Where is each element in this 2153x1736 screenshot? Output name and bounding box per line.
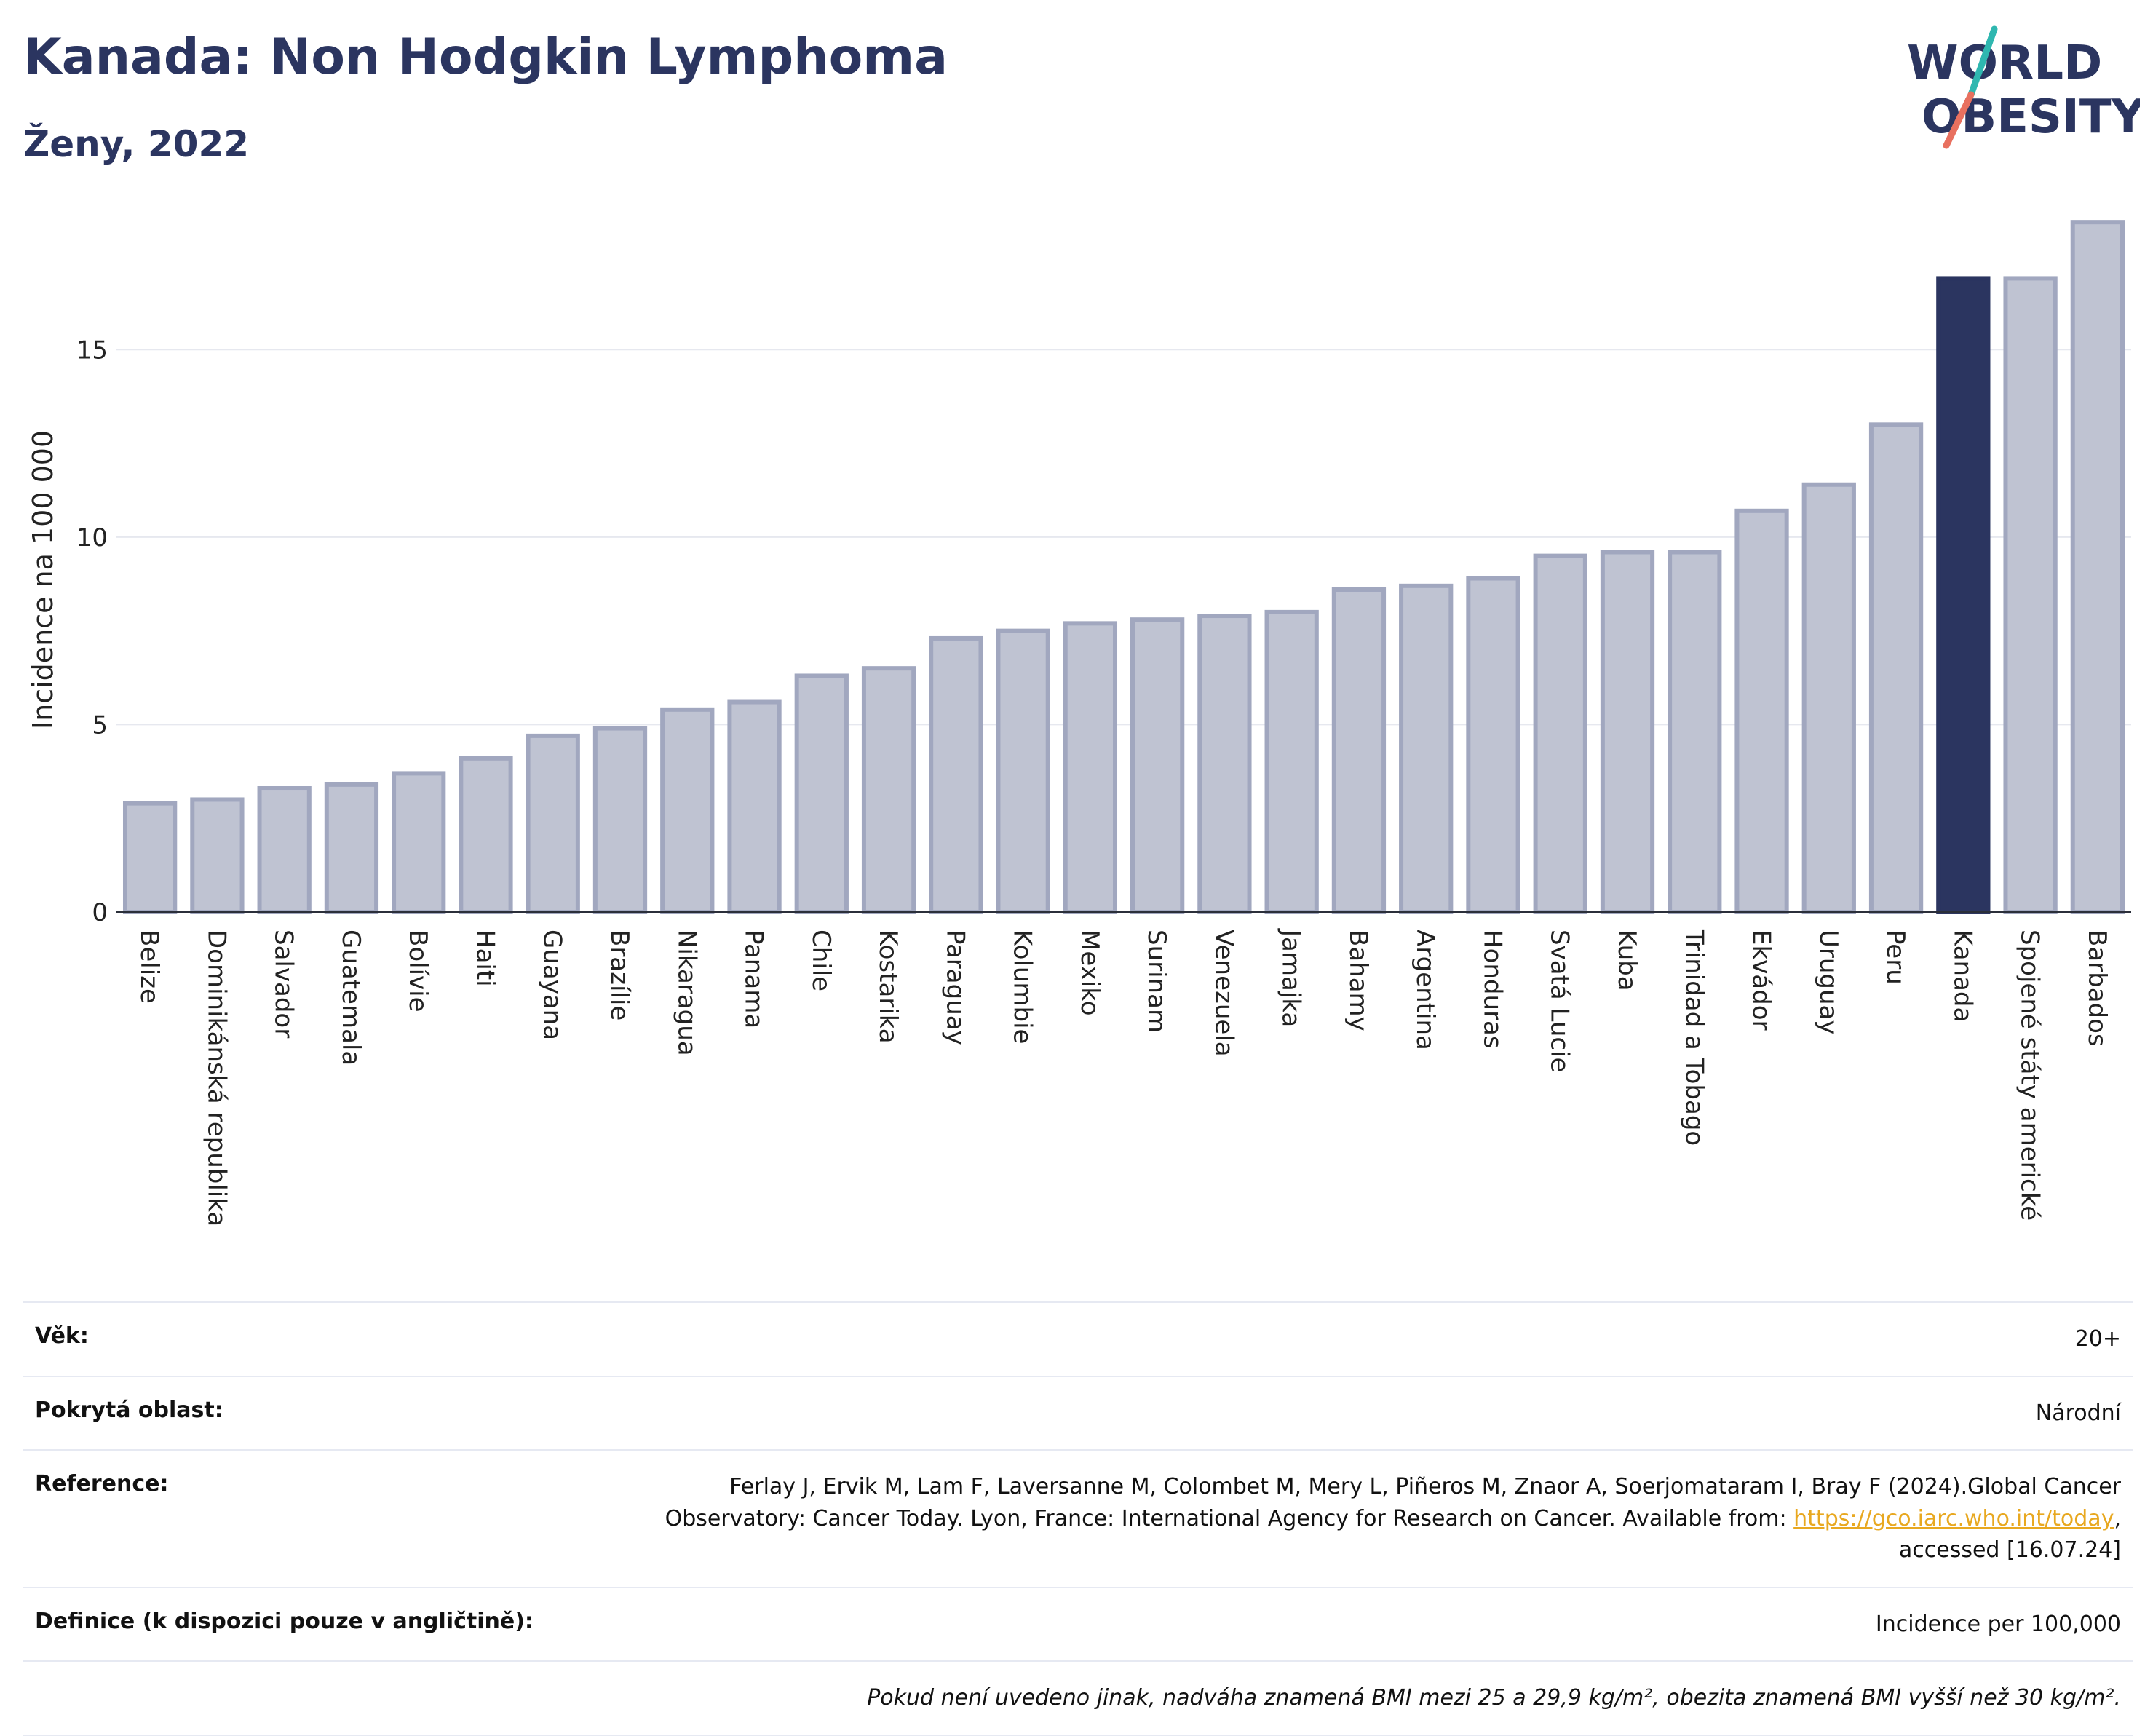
logo-slash-teal	[1967, 25, 1998, 98]
x-tick-label: Trinidad a Tobago	[1679, 929, 1708, 1146]
bar	[1466, 576, 1520, 914]
x-tick-label: Kanada	[1948, 930, 1977, 1022]
x-tick-label: Haiti	[470, 930, 499, 987]
x-tick-label: Bahamy	[1344, 930, 1373, 1031]
x-tick-label: Barbados	[2082, 930, 2112, 1047]
logo-line-1: WORLD	[1907, 36, 2102, 90]
x-tick-label: Kolumbie	[1008, 930, 1037, 1044]
bar	[660, 707, 715, 914]
x-tick-label: Venezuela	[1209, 930, 1238, 1057]
bar	[929, 635, 983, 914]
bar	[324, 782, 379, 914]
age-value: 20+	[573, 1301, 2133, 1376]
reference-text-4: accessed [16.07.24]	[1898, 1537, 2121, 1563]
y-tick-label: 15	[76, 336, 108, 365]
bar	[190, 797, 245, 915]
x-tick-label: Uruguay	[1814, 930, 1843, 1035]
x-tick-label: Paraguay	[940, 930, 970, 1045]
x-tick-label: Chile	[806, 930, 836, 991]
y-axis-ticks: 0 5 10 15	[76, 336, 108, 927]
bar	[1399, 583, 1454, 915]
x-tick-label: Brazílie	[605, 930, 634, 1020]
bar	[257, 786, 312, 914]
gridlines	[116, 349, 2131, 726]
x-tick-label: Belize	[135, 930, 164, 1004]
bar	[2003, 276, 2058, 914]
reference-link[interactable]: https://gco.iarc.who.int/today	[1793, 1505, 2114, 1531]
bar	[1130, 617, 1185, 914]
x-tick-label: Jamajka	[1277, 928, 1306, 1027]
x-tick-label: Spojené státy americké	[2015, 930, 2045, 1221]
page-title: Kanada: Non Hodgkin Lymphoma	[23, 28, 948, 86]
x-tick-label: Mexiko	[1075, 930, 1104, 1016]
x-tick-label: Svatá Lucie	[1545, 930, 1574, 1072]
bar	[727, 699, 782, 915]
bar	[1197, 614, 1252, 914]
definition-label: Definice (k dispozici pouze v angličtině…	[23, 1586, 574, 1661]
x-tick-label: Peru	[1881, 930, 1910, 985]
bar	[1533, 553, 1587, 915]
y-tick-label: 0	[92, 898, 108, 927]
reference-text-1: Ferlay J, Ervik M, Lam F, Laversanne M, …	[729, 1474, 2121, 1499]
page-subtitle: Ženy, 2022	[23, 123, 250, 165]
info-row-note: Pokud není uvedeno jinak, nadváha znamen…	[23, 1660, 2133, 1736]
bar	[1868, 422, 1924, 914]
bar	[392, 771, 446, 915]
note-spacer	[23, 1660, 574, 1736]
bar	[1264, 609, 1319, 914]
x-tick-label: Honduras	[1478, 930, 1507, 1049]
info-row-reference: Reference: Ferlay J, Ervik M, Lam F, Lav…	[23, 1449, 2133, 1588]
bar	[122, 801, 178, 915]
reference-label: Reference:	[23, 1449, 574, 1588]
x-tick-label: Argentina	[1411, 930, 1440, 1050]
bar	[459, 756, 513, 914]
definition-value: Incidence per 100,000	[573, 1586, 2133, 1661]
bar	[996, 628, 1050, 914]
x-axis-labels: Belize Dominikánská republika Salvador Guat…	[135, 928, 2112, 1226]
info-row-area: Pokrytá oblast: Národní	[23, 1375, 2133, 1450]
bar	[794, 673, 849, 914]
bars	[122, 220, 2125, 915]
reference-text-3: ,	[2114, 1505, 2121, 1531]
logo-slash-coral	[1943, 91, 1975, 149]
bar	[1063, 621, 1118, 914]
y-tick-label: 5	[92, 710, 108, 740]
info-table: Věk: 20+ Pokrytá oblast: Národní Referen…	[23, 1301, 2133, 1736]
x-tick-label: Guayana	[538, 930, 567, 1040]
world-obesity-logo: WORLD OBESITY	[1907, 25, 2140, 149]
x-tick-label: Kuba	[1612, 930, 1641, 991]
x-tick-label: Bolívie	[403, 930, 432, 1012]
info-row-definition: Definice (k dispozici pouze v angličtině…	[23, 1586, 2133, 1661]
bar	[1668, 550, 1722, 914]
bar	[592, 726, 648, 915]
area-value: Národní	[573, 1375, 2133, 1450]
bar	[861, 666, 916, 914]
x-tick-label: Salvador	[269, 930, 298, 1038]
reference-text-2: Observatory: Cancer Today. Lyon, France:…	[665, 1505, 1794, 1531]
age-label: Věk:	[23, 1301, 574, 1376]
x-tick-label: Panama	[740, 930, 769, 1028]
bar	[526, 733, 580, 914]
bar	[1734, 508, 1789, 914]
x-tick-label: Ekvádor	[1747, 930, 1776, 1031]
x-tick-label: Surinam	[1142, 930, 1171, 1033]
x-tick-label: Guatemala	[336, 930, 365, 1066]
area-label: Pokrytá oblast:	[23, 1375, 574, 1450]
y-tick-label: 10	[76, 523, 108, 552]
x-tick-label: Dominikánská republika	[202, 930, 231, 1226]
bar	[2070, 220, 2125, 914]
bar	[1801, 482, 1856, 914]
bmi-note: Pokud není uvedeno jinak, nadváha znamen…	[573, 1660, 2133, 1736]
info-row-age: Věk: 20+	[23, 1301, 2133, 1376]
x-tick-label: Nikaragua	[672, 930, 701, 1056]
bar	[1331, 587, 1387, 914]
x-tick-label: Kostarika	[873, 930, 903, 1044]
bar-highlight	[1936, 276, 1991, 914]
reference-value: Ferlay J, Ervik M, Lam F, Laversanne M, …	[573, 1449, 2133, 1588]
bar-chart: 0 5 10 15 Belize Dominikánská republika Salva…	[27, 220, 2131, 1226]
y-axis-label: Incidence na 100 000	[27, 430, 59, 729]
bar	[1600, 550, 1655, 914]
